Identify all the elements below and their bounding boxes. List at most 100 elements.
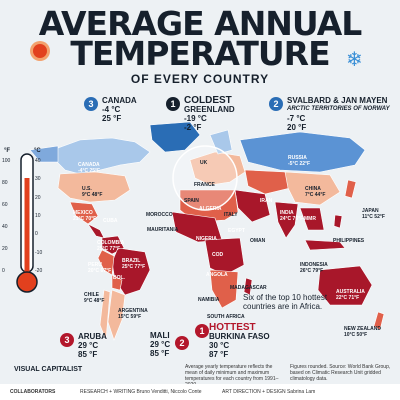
- credits-research: RESEARCH + WRITING Bruno Venditti, Nicco…: [80, 389, 202, 395]
- rank-badge-burkina: 1: [195, 324, 209, 338]
- callout-mali-f: 85 °F: [150, 349, 170, 358]
- label-mmr: MMR: [304, 216, 316, 222]
- label-namibia: NAMIBIA: [198, 297, 220, 303]
- thermo-c-tick: 0: [35, 231, 38, 238]
- label-drc: COD: [212, 252, 224, 258]
- thermometer-icon: [16, 153, 38, 293]
- label-spain: SPAIN: [184, 198, 199, 204]
- world-map: [29, 121, 385, 341]
- callout-svalbard-note: ARCTIC TERRITORIES OF NORWAY: [287, 106, 390, 112]
- rank-badge-mali: 2: [175, 336, 189, 350]
- map-canada: [54, 137, 151, 175]
- rank-badge-greenland: 1: [166, 97, 180, 111]
- label-mexico: MEXICO 21°C 70°F: [73, 210, 97, 222]
- thermo-f-tick: 40: [2, 224, 8, 230]
- label-angola: ANGOLA: [206, 272, 228, 278]
- africa-note: Six of the top 10 hottest countries are …: [243, 293, 328, 311]
- label-peru: PERU 20°C 67°F: [88, 262, 112, 274]
- callout-aruba-f: 85 °F: [78, 350, 98, 359]
- map-southeast-asia: [299, 207, 325, 231]
- map-mexico: [69, 201, 99, 225]
- label-india: INDIA 24°C 76°F: [280, 210, 304, 222]
- map-indonesia: [304, 239, 346, 251]
- thermo-c-tick: 10: [35, 213, 41, 219]
- callout-aruba-name: ARUBA: [78, 332, 107, 341]
- thermo-c-tick: 30: [35, 176, 41, 183]
- label-iran: IRAN: [260, 198, 273, 204]
- label-italy: ITALY: [224, 212, 238, 218]
- credits-collaborators: COLLABORATORS: [10, 389, 56, 395]
- callout-mali-name: MALI: [150, 331, 170, 340]
- europe-magnifier: [172, 145, 238, 211]
- map-russia: [239, 131, 366, 173]
- thermo-f-tick: 100: [2, 158, 11, 164]
- map-india: [274, 201, 299, 239]
- map-australia: [317, 265, 373, 306]
- callout-greenland-name: GREENLAND: [184, 105, 235, 114]
- callout-canada-f: 25 °F: [102, 114, 122, 123]
- label-philippines: PHILIPPINES: [333, 238, 365, 244]
- credits-art: ART DIRECTION + DESIGN Sabrina Lam: [222, 389, 316, 395]
- footer-source: Figures rounded. Source: World Bank Grou…: [290, 364, 391, 382]
- thermo-c-tick: 40: [35, 158, 41, 164]
- callout-canada-name: CANADA: [102, 96, 137, 105]
- label-morocco: MOROCCO: [146, 212, 173, 218]
- map-china: [284, 171, 341, 206]
- thermo-f-tick: 60: [2, 202, 8, 208]
- label-mauritania: MAURITANIA: [147, 227, 179, 233]
- label-argentina: ARGENTINA 15°C 59°F: [118, 308, 148, 320]
- map-central-asia: [244, 169, 291, 195]
- title-line-2: TEMPERATURE: [70, 34, 330, 73]
- subtitle: OF EVERY COUNTRY: [130, 72, 270, 86]
- map-peru: [97, 249, 115, 276]
- label-russia: RUSSIA -5°C 22°F: [288, 155, 311, 167]
- map-central-america: [87, 223, 105, 239]
- rank-badge-aruba: 3: [60, 333, 74, 347]
- label-new-zealand: NEW ZEALAND 10°C 50°F: [344, 326, 381, 338]
- label-colombia: COLOMBIA 25°C 77°F: [97, 240, 125, 252]
- label-chile: CHILE 9°C 48°F: [84, 292, 105, 304]
- thermo-c-tick: -10: [35, 249, 43, 256]
- callout-burkina-name: BURKINA FASO: [209, 332, 270, 341]
- callout-greenland-f: -2 °F: [184, 123, 202, 132]
- snowflake-icon: ❄: [346, 49, 363, 71]
- label-south-africa: SOUTH AFRICA: [207, 314, 245, 320]
- map-philippines: [333, 214, 343, 229]
- callout-svalbard: SVALBARD & JAN MAYEN ARCTIC TERRITORIES …: [287, 96, 397, 132]
- label-nigeria: NIGERIA: [196, 236, 217, 242]
- callout-svalbard-name: SVALBARD & JAN MAYEN: [287, 96, 388, 105]
- map-japan: [344, 179, 357, 199]
- callout-mali-c: 29 °C: [150, 340, 171, 349]
- label-egypt: EGYPT: [228, 228, 245, 234]
- callout-burkina-f: 87 °F: [209, 350, 229, 359]
- callout-svalbard-c: -7 °C: [287, 114, 306, 123]
- thermo-c-label: °C: [34, 148, 41, 154]
- map-central-africa: [204, 237, 245, 276]
- label-algeria: ALGERIA: [199, 206, 222, 212]
- thermo-f-label: °F: [4, 148, 11, 154]
- map-southern-africa: [209, 269, 239, 309]
- label-cuba: CUBA: [103, 218, 118, 224]
- title-line-1: AVERAGE ANNUAL: [38, 4, 363, 43]
- rank-badge-svalbard: 2: [269, 97, 283, 111]
- label-brazil: BRAZIL 25°C 77°F: [122, 258, 146, 270]
- thermo-f-tick: 20: [2, 246, 8, 252]
- callout-burkina-heading: HOTTEST: [209, 322, 256, 333]
- map-bolivia: [111, 274, 123, 291]
- thermo-c-tick: 20: [35, 194, 41, 201]
- map-chile: [99, 289, 111, 341]
- thermo-c-tick: -20: [35, 268, 43, 274]
- label-france: FRANCE: [194, 182, 215, 188]
- callout-greenland: COLDEST GREENLAND -19 °C -2 °F: [184, 95, 235, 133]
- label-indonesia: INDONESIA 26°C 79°F: [300, 262, 328, 274]
- thermo-f-tick: 80: [2, 180, 8, 186]
- label-madagascar: MADAGASCAR: [230, 285, 267, 291]
- label-us: U.S. 9°C 48°F: [82, 186, 103, 198]
- callout-mali: MALI 29 °C 85 °F: [150, 331, 170, 358]
- map-greenland: [149, 121, 201, 153]
- callout-greenland-heading: COLDEST: [184, 95, 232, 106]
- callout-burkina-c: 30 °C: [209, 341, 230, 350]
- callout-canada: CANADA -4 °C 25 °F: [102, 96, 137, 123]
- callout-canada-c: -4 °C: [102, 105, 121, 114]
